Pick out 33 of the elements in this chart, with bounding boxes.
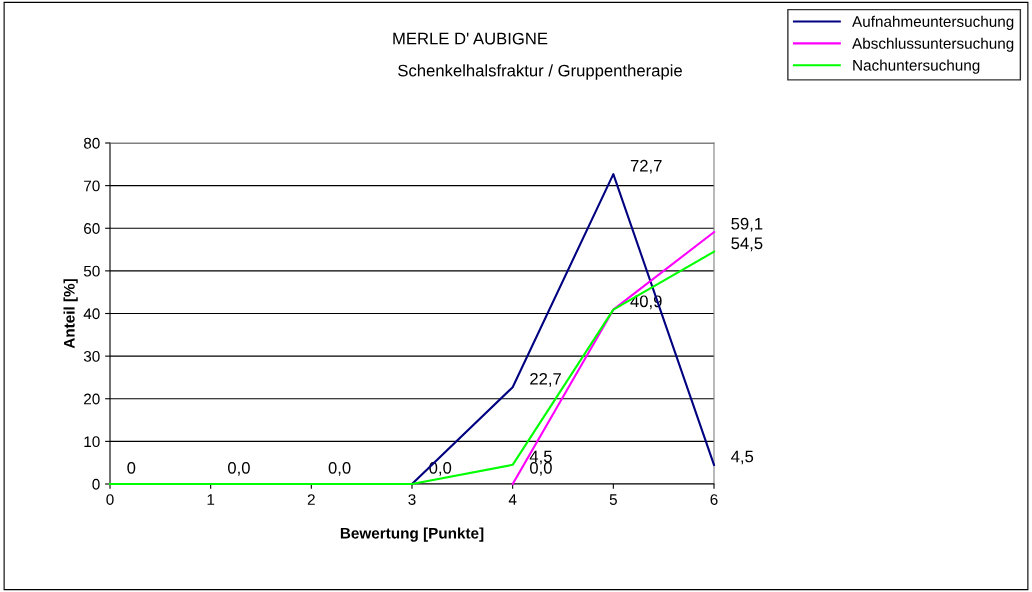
data-label: 0,0	[227, 461, 250, 476]
x-tick-label: 0	[106, 494, 114, 505]
x-tick-label: 6	[710, 494, 718, 505]
legend-label: Aufnahmeuntersuchung	[852, 15, 1014, 30]
y-tick-label: 0	[92, 478, 100, 490]
data-label: 0,0	[328, 461, 351, 476]
x-tick-label: 4	[508, 494, 517, 505]
x-tick-label: 3	[408, 494, 416, 505]
y-tick-label: 70	[84, 180, 100, 192]
data-label: 22,7	[530, 372, 561, 387]
data-label: 59,1	[731, 217, 763, 232]
chart-subtitle: Schenkelhalsfraktur / Gruppentherapie	[398, 64, 682, 80]
y-tick-label: 30	[83, 350, 100, 362]
y-tick-label: 60	[84, 223, 100, 234]
y-axis-title: Anteil [%]	[63, 279, 78, 349]
x-axis-title: Bewertung [Punkte]	[340, 527, 484, 542]
y-tick-label: 20	[84, 393, 100, 405]
y-tick-label: 10	[84, 436, 100, 448]
legend-label: Abschlussuntersuchung	[852, 37, 1014, 52]
legend-label: Nachuntersuchung	[853, 59, 980, 74]
y-tick-label: 80	[83, 137, 100, 149]
data-label: 4,5	[731, 450, 754, 465]
data-label: 72,7	[630, 159, 662, 174]
x-tick-label: 5	[609, 494, 617, 505]
y-tick-label: 40	[83, 308, 100, 320]
y-tick-label: 50	[83, 265, 100, 277]
data-label: 0	[127, 461, 136, 474]
line-series	[410, 173, 716, 486]
data-label: 0,0	[429, 461, 452, 476]
x-tick-label: 1	[207, 494, 215, 505]
x-tick-label: 2	[307, 494, 315, 505]
chart-title: MERLE D' AUBIGNE	[393, 32, 548, 45]
data-label: 54,5	[731, 237, 763, 252]
